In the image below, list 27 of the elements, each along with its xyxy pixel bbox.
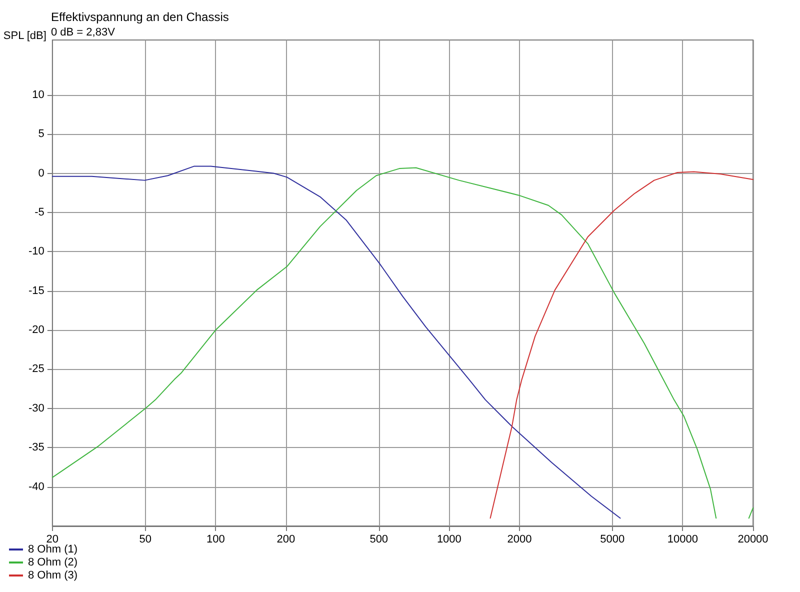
y-tick-label: -40 [28,480,44,493]
y-tick-label: -30 [28,402,44,414]
y-tick-label: 5 [38,128,44,140]
x-tick-label: 500 [370,534,388,546]
y-tick-label: -5 [34,206,44,218]
y-tick-label: 10 [32,88,44,101]
x-tick-label: 20000 [738,534,768,546]
y-tick-label: -15 [28,284,44,297]
y-tick-label: 0 [38,167,44,180]
x-tick-label: 50 [139,534,152,546]
y-axis-title: SPL [dB] [3,30,46,42]
chart-subtitle: 0 dB = 2,83V [51,26,116,38]
x-tick-label: 5000 [600,534,625,546]
legend-label: 8 Ohm (1) [28,544,78,556]
y-tick-label: -20 [28,324,44,336]
y-tick-label: -10 [28,246,44,258]
legend-label: 8 Ohm (3) [28,570,78,582]
x-tick-label: 1000 [436,534,462,546]
x-tick-label: 100 [206,534,225,546]
legend-label: 8 Ohm (2) [28,556,78,568]
x-tick-label: 2000 [507,534,532,546]
y-tick-label: -35 [28,442,44,454]
y-tick-label: -25 [28,363,44,376]
x-tick-label: 20 [46,534,59,546]
x-tick-label: 10000 [667,534,698,546]
chart-title: Effektivspannung an den Chassis [51,10,229,24]
x-tick-label: 200 [276,534,296,546]
